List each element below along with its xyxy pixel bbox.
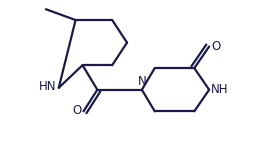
- Text: NH: NH: [211, 83, 229, 96]
- Text: HN: HN: [39, 80, 57, 93]
- Text: O: O: [211, 40, 220, 53]
- Text: O: O: [72, 104, 82, 117]
- Text: N: N: [138, 75, 146, 88]
